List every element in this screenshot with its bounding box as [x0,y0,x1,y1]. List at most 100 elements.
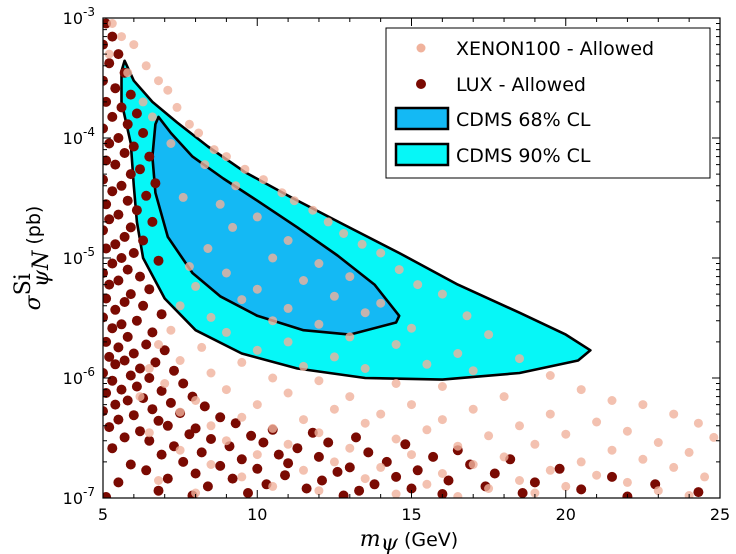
xenon100-point [221,385,231,395]
xenon100-point [283,303,293,313]
lux-point [215,460,226,471]
xenon100-point [653,438,663,447]
xenon100-point [693,418,703,428]
xenon100-point [314,428,324,438]
lux-point [138,300,149,311]
lux-point [150,357,161,368]
xenon100-point [308,205,318,215]
lux-point [116,102,127,113]
lux-point [196,447,207,458]
lux-point [103,406,108,417]
xenon100-point [453,492,463,498]
lux-point [110,304,121,315]
lux-point [273,449,284,460]
lux-point [199,401,210,412]
xenon100-point [357,239,367,249]
xenon100-point [437,289,447,299]
xenon100-point [203,244,213,253]
xenon100-point [283,439,293,449]
lux-point [122,264,133,275]
xenon100-point [437,415,447,425]
lux-point [113,133,124,143]
x-tick-label: 20 [556,505,576,524]
xenon100-point [462,311,472,321]
xenon100-point [329,291,339,301]
xenon100-point [252,345,262,355]
lux-point [323,437,334,448]
lux-point [391,471,402,482]
xenon100-point [299,276,308,285]
y-axis-superscript: Si [11,273,36,295]
xenon100-point [394,265,404,275]
lux-point [107,31,118,42]
lux-point [141,339,152,350]
y-tick-label: 10-4 [63,125,95,148]
legend-marker-xenon100 [416,43,426,53]
lux-point [131,108,142,119]
lux-point [344,462,355,473]
xenon100-point [191,488,201,498]
lux-point [159,345,170,356]
xenon100-point [154,76,163,86]
xenon100-point [277,188,287,198]
lux-point [150,178,161,189]
xenon100-point [314,486,324,496]
xenon100-point [468,404,478,414]
xenon100-point [129,40,139,50]
xenon100-point [299,465,308,475]
lux-point [156,385,167,396]
xenon100-point [206,312,216,322]
lux-point [119,148,130,158]
lux-point [215,412,226,423]
x-axis-unit: (GeV) [398,529,458,551]
x-tick-label: 10 [247,505,267,524]
xenon100-point [252,284,262,294]
lux-point [576,484,587,495]
lux-point [125,459,136,470]
xenon100-point [638,400,648,410]
y-axis-unit: (pb) [23,206,45,251]
lux-point [138,235,149,246]
xenon100-point [221,327,231,337]
lux-point [406,483,417,494]
lux-point [113,275,124,286]
lux-point [104,214,115,225]
xenon100-point [144,364,154,373]
lux-point [554,463,565,474]
xenon100-point [237,295,247,305]
lux-point [178,378,189,389]
xenon100-point [252,212,262,222]
lux-point [122,119,133,130]
lux-point [381,456,392,467]
xenon100-point [160,379,170,388]
lux-point [104,422,115,433]
lux-point [125,222,136,233]
lux-point [116,384,127,395]
lux-point [147,216,158,227]
lux-point [128,141,139,152]
xenon100-point [592,470,602,480]
xenon100-point [345,392,355,402]
xenon100-point [561,481,571,491]
xenon100-point [515,476,524,485]
legend-swatch-cdms-68 [394,106,450,131]
lux-point [116,253,127,263]
lux-point [122,331,133,342]
lux-point [141,190,152,201]
lux-point [144,284,155,295]
xenon100-point [323,217,333,227]
lux-point [252,463,263,474]
xenon100-point [515,421,524,431]
xenon100-point [515,354,524,364]
lux-point [113,209,124,220]
xenon100-point [622,477,632,487]
axis-ticks: 5 10 15 20 25 10-7 10-6 10-5 10-4 10-3 [63,5,731,524]
xenon100-point [376,462,386,472]
xenon100-point [166,139,176,148]
lux-point [443,475,454,486]
y-tick-label: 10-5 [63,245,95,268]
lux-point [103,388,112,398]
lux-point [122,195,133,206]
xenon100-point [240,164,250,174]
